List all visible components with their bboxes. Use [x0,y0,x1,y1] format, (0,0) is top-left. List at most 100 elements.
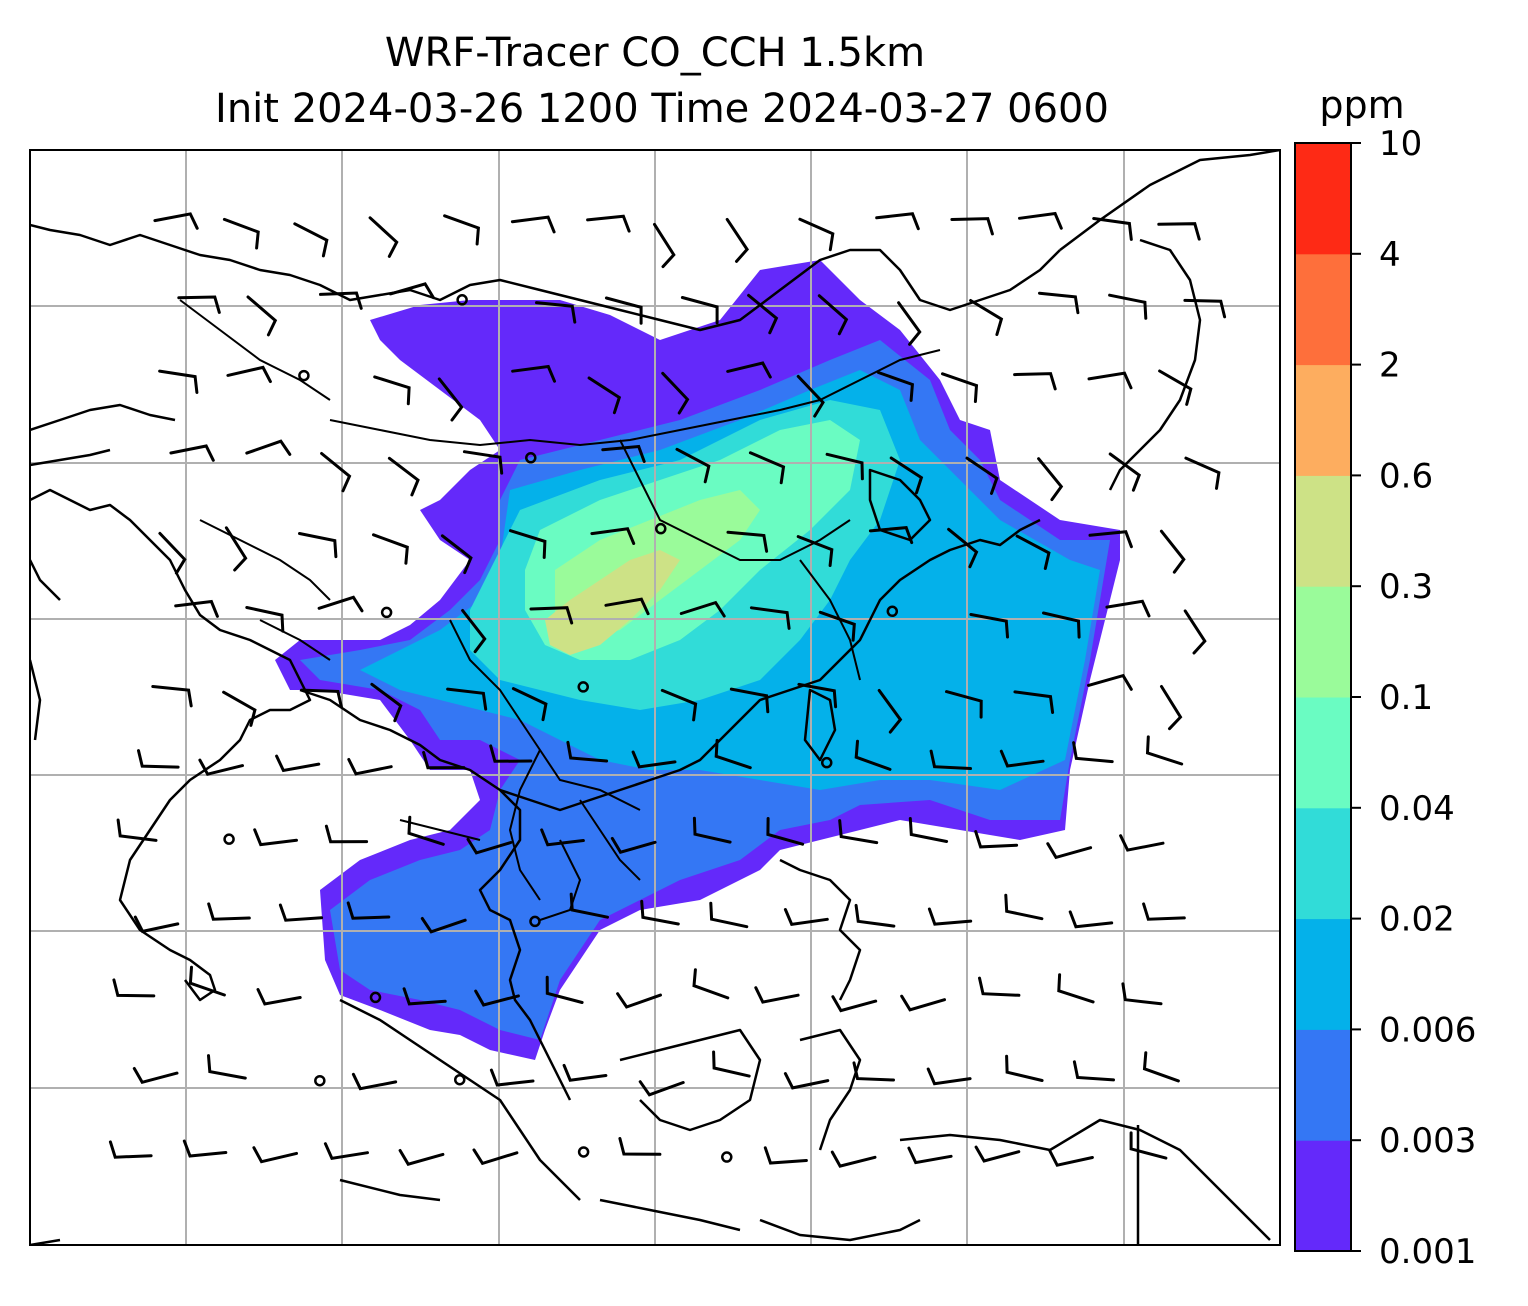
wind-barb [616,992,662,1009]
wind-barb [875,212,920,231]
wind-barb [443,214,480,246]
wind-barb [446,687,488,711]
calm-wind-marker [525,452,537,464]
map-panel [30,150,1280,1245]
calm-wind-marker [369,991,382,1004]
wind-barb [712,1050,751,1078]
wind-barb [1072,1060,1115,1082]
wind-barb [969,613,1009,639]
colorbar-tick-label: 0.02 [1379,900,1455,940]
colorbar-segment-7 [1295,364,1351,476]
colorbar: ppm 0.001 0.003 0.006 0.02 0.04 0.1 0.3 0.6 2 4 10 [1294,83,1476,1272]
wind-barb [462,450,504,475]
wind-barb [1048,1149,1094,1167]
colorbar-tick-label: 0.001 [1379,1232,1476,1272]
wind-barb [245,439,292,456]
wind-barb [692,816,732,844]
colorbar-tick-label: 0.1 [1379,678,1433,718]
wind-barb [1046,842,1093,860]
wind-barb [601,444,646,463]
wind-barb [540,828,585,847]
colorbar-tick-label: 0.006 [1379,1010,1476,1050]
colorbar-segment-6 [1295,475,1351,587]
wind-barb [610,836,657,854]
wind-barb [437,377,464,422]
wind-barb [158,369,199,394]
wind-barb [188,965,226,997]
wind-barb [1042,611,1081,639]
wind-barb [945,690,983,719]
wind-barb [1005,1054,1044,1082]
wind-barb [729,687,770,714]
wind-barb [112,978,156,998]
wind-barbs [108,211,1227,1168]
wind-barb [766,817,805,846]
wind-barb [535,301,577,324]
wind-barb [908,817,949,843]
wind-barb [1013,372,1057,391]
wind-barb [748,451,786,485]
wind-barb [420,917,467,934]
wind-barb [1142,1051,1180,1083]
wind-barb [854,739,892,771]
colorbar-tick-label: 4 [1379,235,1401,275]
wind-barb [226,365,272,384]
wind-barb [461,609,487,654]
calm-wind-marker [577,1146,590,1158]
wind-barb [370,682,403,723]
calm-wind-marker [721,1151,733,1163]
wind-barb [569,892,609,919]
wind-barb [1037,457,1064,502]
wind-barb [246,295,278,337]
colorbar-segment-5 [1295,586,1351,698]
wind-barb [1108,293,1148,320]
wind-barb [1142,902,1186,921]
wind-barb [132,1067,179,1085]
wind-barb [324,824,369,844]
wind-barb [868,526,914,545]
colorbar-segment-3 [1295,807,1351,920]
wind-barb [854,903,896,928]
wind-barb [725,217,749,263]
calm-wind-marker [529,915,541,928]
calm-wind-marker [886,605,899,618]
wind-barb [1015,534,1051,570]
calm-wind-marker [454,1073,466,1086]
wind-barb [969,299,1004,336]
wind-barb [169,444,215,462]
wind-barb [489,1068,535,1087]
colorbar-unit: ppm [1319,83,1404,127]
wind-barb [389,282,435,300]
calm-wind-marker [820,756,833,769]
colorbar-segment-9 [1295,143,1351,255]
wind-barb [1145,735,1184,766]
wind-barb [947,527,979,569]
wind-barb [1129,1131,1168,1160]
domain-edge-mask [1060,520,1280,900]
wind-barb [586,214,631,233]
wind-barb [852,1061,895,1082]
wind-barb [177,295,221,314]
colorbar-ticks: 0.001 0.003 0.006 0.02 0.04 0.1 0.3 0.6 2 4 10 [1351,124,1476,1272]
wind-barb [510,215,556,234]
wind-barb [351,1072,398,1091]
wind-barb [116,818,158,842]
wind-barb [661,371,690,415]
wind-barb [877,689,903,734]
colorbar-segment-2 [1295,918,1351,1030]
wind-barb [1108,452,1142,492]
wind-barb [472,1148,519,1166]
wind-barb [999,749,1045,768]
wind-barb [489,744,533,763]
wind-barb [679,600,726,618]
wind-barb [222,690,257,727]
wind-barb [927,907,973,926]
wind-barb [137,749,180,769]
wind-barb [252,1146,298,1164]
wind-barb [1157,222,1201,241]
wind-barb [402,987,447,1006]
colorbar-tick-label: 10 [1379,124,1422,164]
wind-barb [1004,893,1044,921]
wind-barb [965,456,999,495]
